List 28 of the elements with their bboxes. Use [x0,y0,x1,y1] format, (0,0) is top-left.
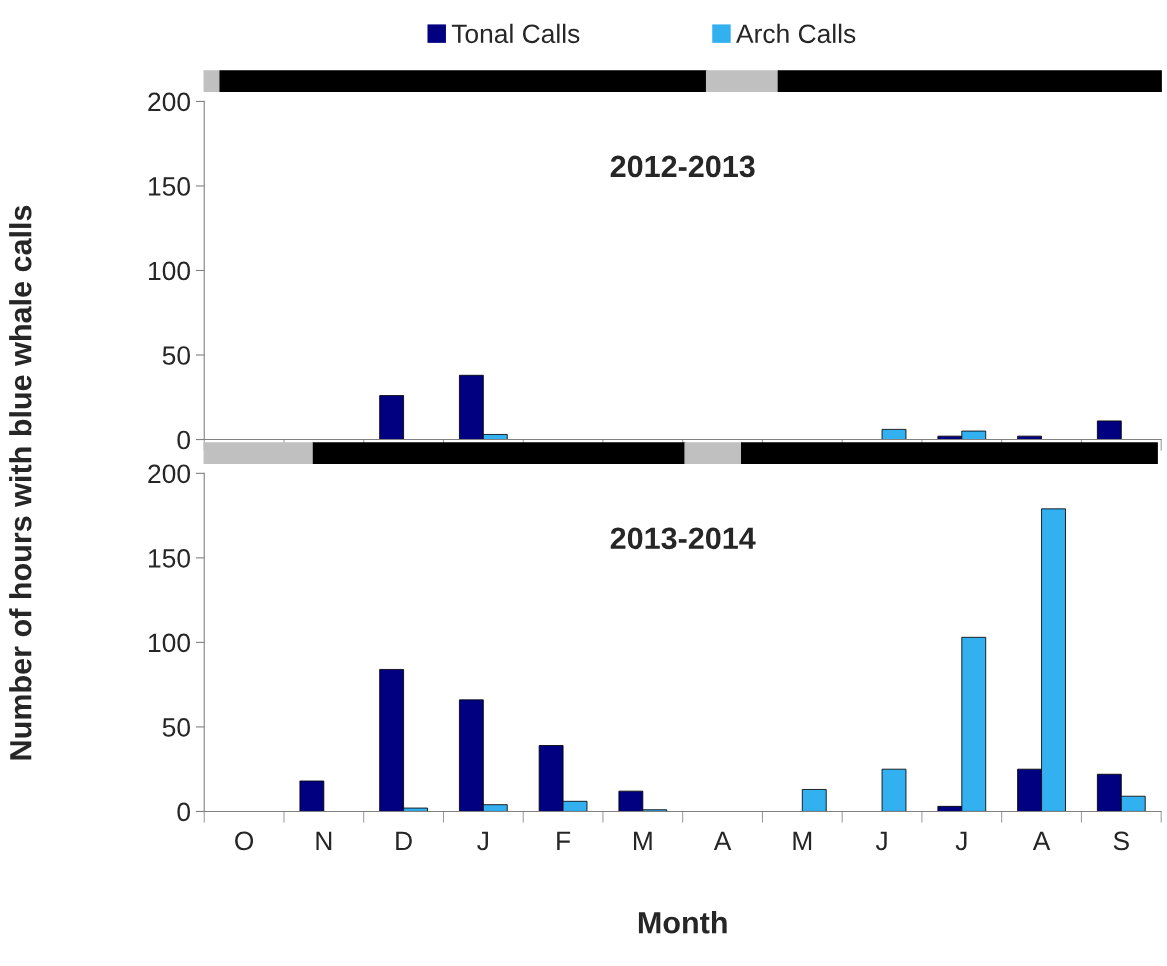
x-tick-label: J [875,831,887,851]
x-tick-label: N [316,831,332,851]
x-tick-label: A [1032,831,1051,851]
x-tick-label: M [793,831,812,851]
legend-label: Arch Calls [736,23,856,44]
y-tick-label: 200 [148,92,190,112]
y-tick-label: 100 [149,261,190,281]
x-tick-label: D [396,831,412,851]
x-tick-label: M [634,831,652,851]
legend-label: Tonal Calls [451,23,580,44]
y-tick-label: 50 [162,718,190,737]
y-tick-label: 100 [149,633,190,653]
y-tick-label: 150 [149,177,190,196]
y-tick-label: 0 [177,430,190,450]
y-tick-label: 0 [177,802,190,822]
y-tick-label: 200 [148,464,190,484]
x-tick-label: J [955,831,967,851]
text: 2012-2013 [610,155,755,178]
y-tick-label: 150 [149,549,190,568]
x-tick-label: F [557,831,571,851]
text: 2013-2014 [610,527,756,550]
x-tick-label: J [477,831,488,851]
y-axis-title: Number of hours with blue whale calls [9,205,32,760]
y-tick-label: 50 [162,346,190,365]
x-tick-label: S [1113,831,1129,851]
x-tick-label: A [713,831,732,851]
x-tick-label: O [235,831,254,851]
x-axis-title: Month [638,911,727,934]
